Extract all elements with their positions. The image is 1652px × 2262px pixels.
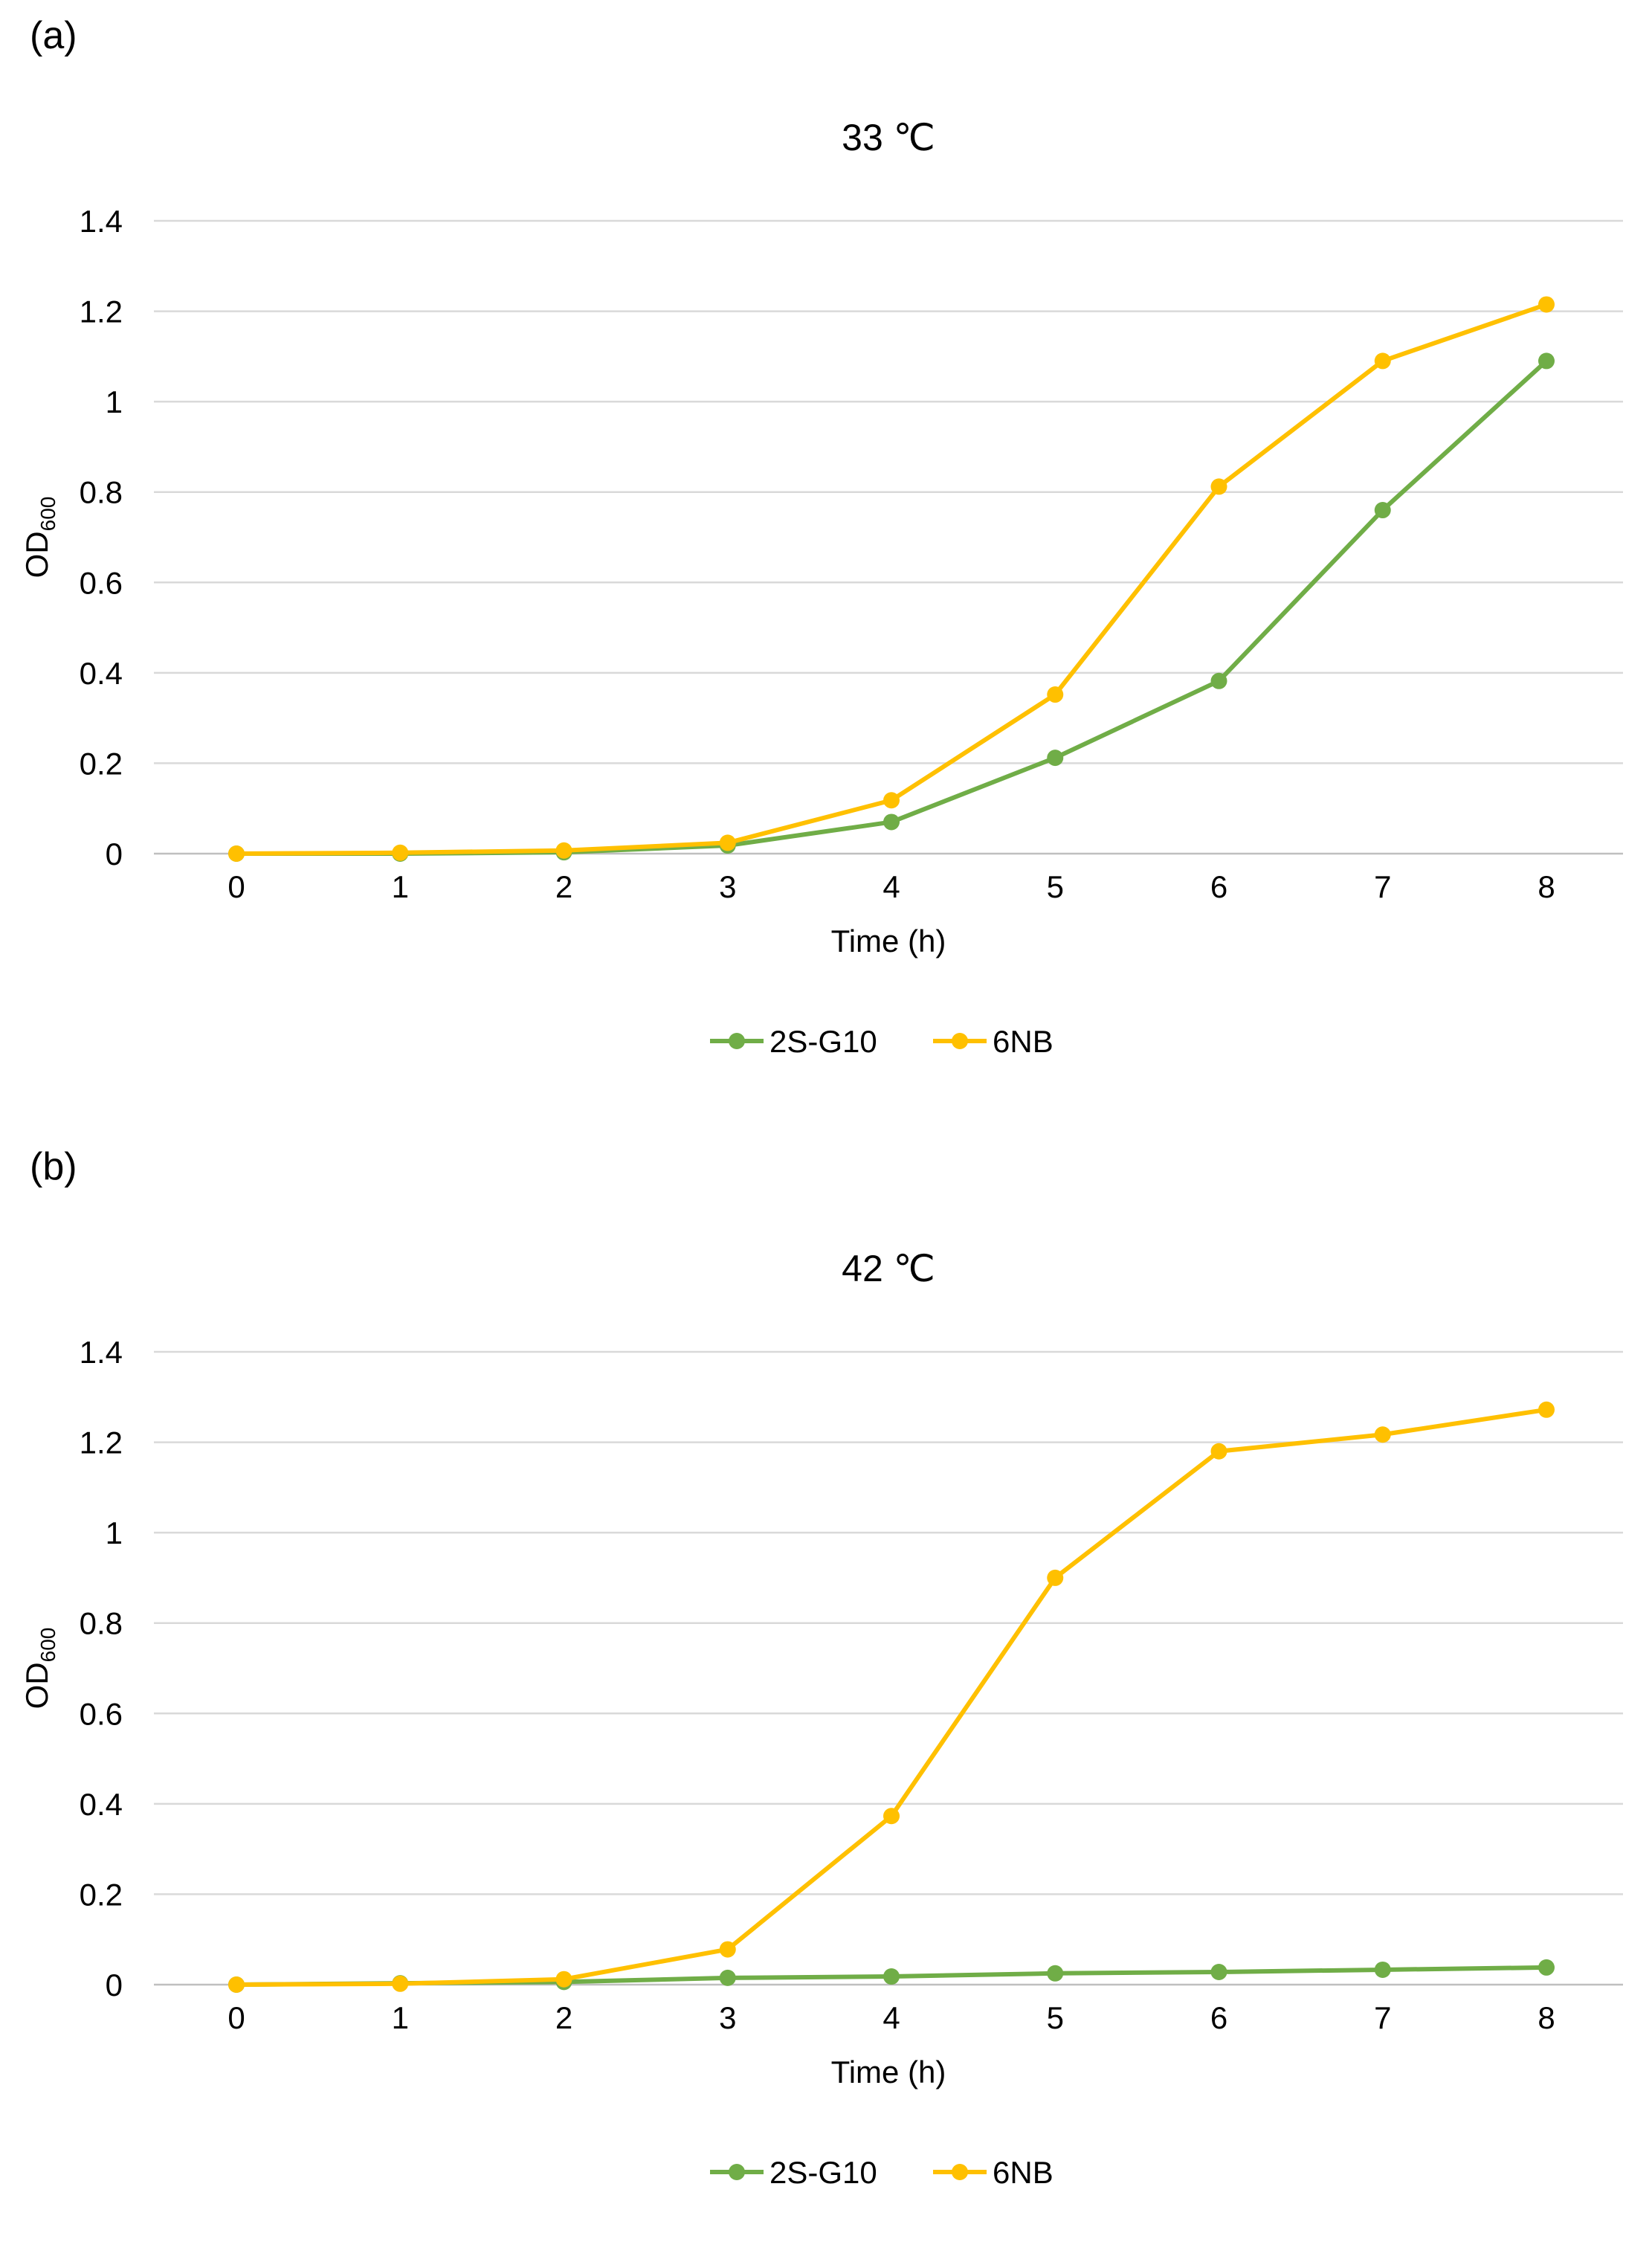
x-axis-label: Time (h) [831, 924, 946, 958]
x-tick-label: 1 [392, 869, 409, 904]
y-tick-label: 0.6 [80, 565, 123, 600]
data-point [719, 834, 736, 851]
y-tick-label: 1.4 [80, 1335, 123, 1370]
y-tick-label: 1 [106, 1515, 123, 1550]
data-point [1210, 672, 1227, 689]
data-point [1047, 686, 1064, 703]
data-point [1374, 502, 1391, 519]
legend-item: 6NB [933, 1024, 1054, 1059]
x-tick-label: 6 [1210, 2000, 1227, 2035]
legend-item: 6NB [933, 2155, 1054, 2190]
data-point [1538, 352, 1555, 370]
y-axis-label: OD600 [19, 497, 59, 579]
data-point [883, 813, 900, 831]
y-axis-label-main: OD [19, 1662, 54, 1709]
data-point [392, 1975, 409, 1992]
x-tick-label: 0 [228, 869, 245, 904]
legend-marker [729, 1033, 745, 1049]
y-tick-label: 0 [106, 837, 123, 871]
data-point [1047, 1569, 1064, 1586]
y-axis-label: OD600 [19, 1628, 59, 1710]
y-axis-label-subscript: 600 [36, 1628, 59, 1663]
y-tick-label: 1 [106, 384, 123, 419]
data-point [392, 844, 409, 861]
y-axis-label-subscript: 600 [36, 497, 59, 532]
series-line [234, 1407, 1549, 1987]
line-chart: 0 0.2 0.4 0.6 0.8 1 1.2 1.4 0 1 2 3 4 5 6 7 8 42 ℃ Time (h… [19, 1248, 1623, 2190]
data-point [1047, 750, 1064, 767]
chart-panel-b: (b) 0 0.2 0.4 0.6 0.8 1 1.2 1.4 0 1 2 3 4 5 6 7 8 42 ℃ Tim… [0, 1131, 1652, 2262]
y-tick-label: 1.2 [80, 1425, 123, 1460]
data-point [228, 1976, 245, 1993]
x-tick-label: 3 [719, 2000, 736, 2035]
data-point [883, 1968, 900, 1985]
y-tick-label: 0.4 [80, 1787, 123, 1822]
legend-label: 6NB [993, 1024, 1054, 1059]
y-tick-label: 0.8 [80, 475, 123, 510]
data-point [1210, 478, 1227, 495]
x-tick-label: 3 [719, 869, 736, 904]
x-tick-label: 2 [555, 869, 572, 904]
x-tick-label: 6 [1210, 869, 1227, 904]
x-tick-label: 5 [1047, 2000, 1064, 2035]
legend-label: 6NB [993, 2155, 1054, 2190]
legend-marker [952, 2164, 968, 2180]
y-tick-label: 0.2 [80, 746, 123, 781]
data-point [719, 1941, 736, 1958]
y-tick-label: 1.4 [80, 204, 123, 239]
data-point [719, 1969, 736, 1986]
legend-marker [952, 1033, 968, 1049]
x-axis-label: Time (h) [831, 2055, 946, 2089]
line-chart: 0 0.2 0.4 0.6 0.8 1 1.2 1.4 0 1 2 3 4 5 6 7 8 33 ℃ Time (h… [19, 117, 1623, 1059]
data-point [1538, 1959, 1555, 1976]
x-tick-label: 0 [228, 2000, 245, 2035]
data-point [1374, 352, 1391, 370]
x-tick-label: 4 [883, 2000, 900, 2035]
panel-label: (a) [30, 14, 77, 57]
y-tick-label: 0.2 [80, 1877, 123, 1912]
y-tick-label: 0.4 [80, 656, 123, 691]
data-point [1374, 1961, 1391, 1978]
x-tick-label: 8 [1538, 869, 1555, 904]
series-line [234, 302, 1549, 856]
x-tick-label: 4 [883, 869, 900, 904]
chart-title: 33 ℃ [842, 117, 935, 158]
legend-marker [729, 2164, 745, 2180]
data-point [1047, 1965, 1064, 1982]
data-point [1538, 1401, 1555, 1418]
panel-label: (b) [30, 1145, 77, 1188]
legend-item: 2S-G10 [710, 1024, 877, 1059]
x-tick-label: 2 [555, 2000, 572, 2035]
chart-panel-a: (a) 0 0.2 0.4 0.6 0.8 1 1.2 1.4 0 1 2 3 4 5 6 7 8 33 ℃ Tim… [19, 14, 1623, 1059]
data-point [1374, 1426, 1391, 1443]
data-point [1538, 296, 1555, 313]
y-tick-label: 0 [106, 1968, 123, 2002]
data-point [555, 842, 572, 859]
y-tick-label: 0.6 [80, 1696, 123, 1731]
data-point [883, 792, 900, 809]
x-tick-label: 7 [1374, 869, 1391, 904]
data-point [555, 1971, 572, 1988]
legend-label: 2S-G10 [769, 1024, 877, 1059]
y-tick-label: 0.8 [80, 1606, 123, 1641]
data-point [883, 1808, 900, 1825]
data-point [1210, 1963, 1227, 1980]
legend-label: 2S-G10 [769, 2155, 877, 2190]
data-point [1210, 1443, 1227, 1460]
y-axis-label-main: OD [19, 531, 54, 578]
data-point [228, 845, 245, 862]
series-line [234, 358, 1549, 856]
x-tick-label: 7 [1374, 2000, 1391, 2035]
legend-item: 2S-G10 [710, 2155, 877, 2190]
chart-title: 42 ℃ [842, 1248, 935, 1289]
x-tick-label: 1 [392, 2000, 409, 2035]
x-tick-label: 5 [1047, 869, 1064, 904]
y-tick-label: 1.2 [80, 294, 123, 329]
x-tick-label: 8 [1538, 2000, 1555, 2035]
